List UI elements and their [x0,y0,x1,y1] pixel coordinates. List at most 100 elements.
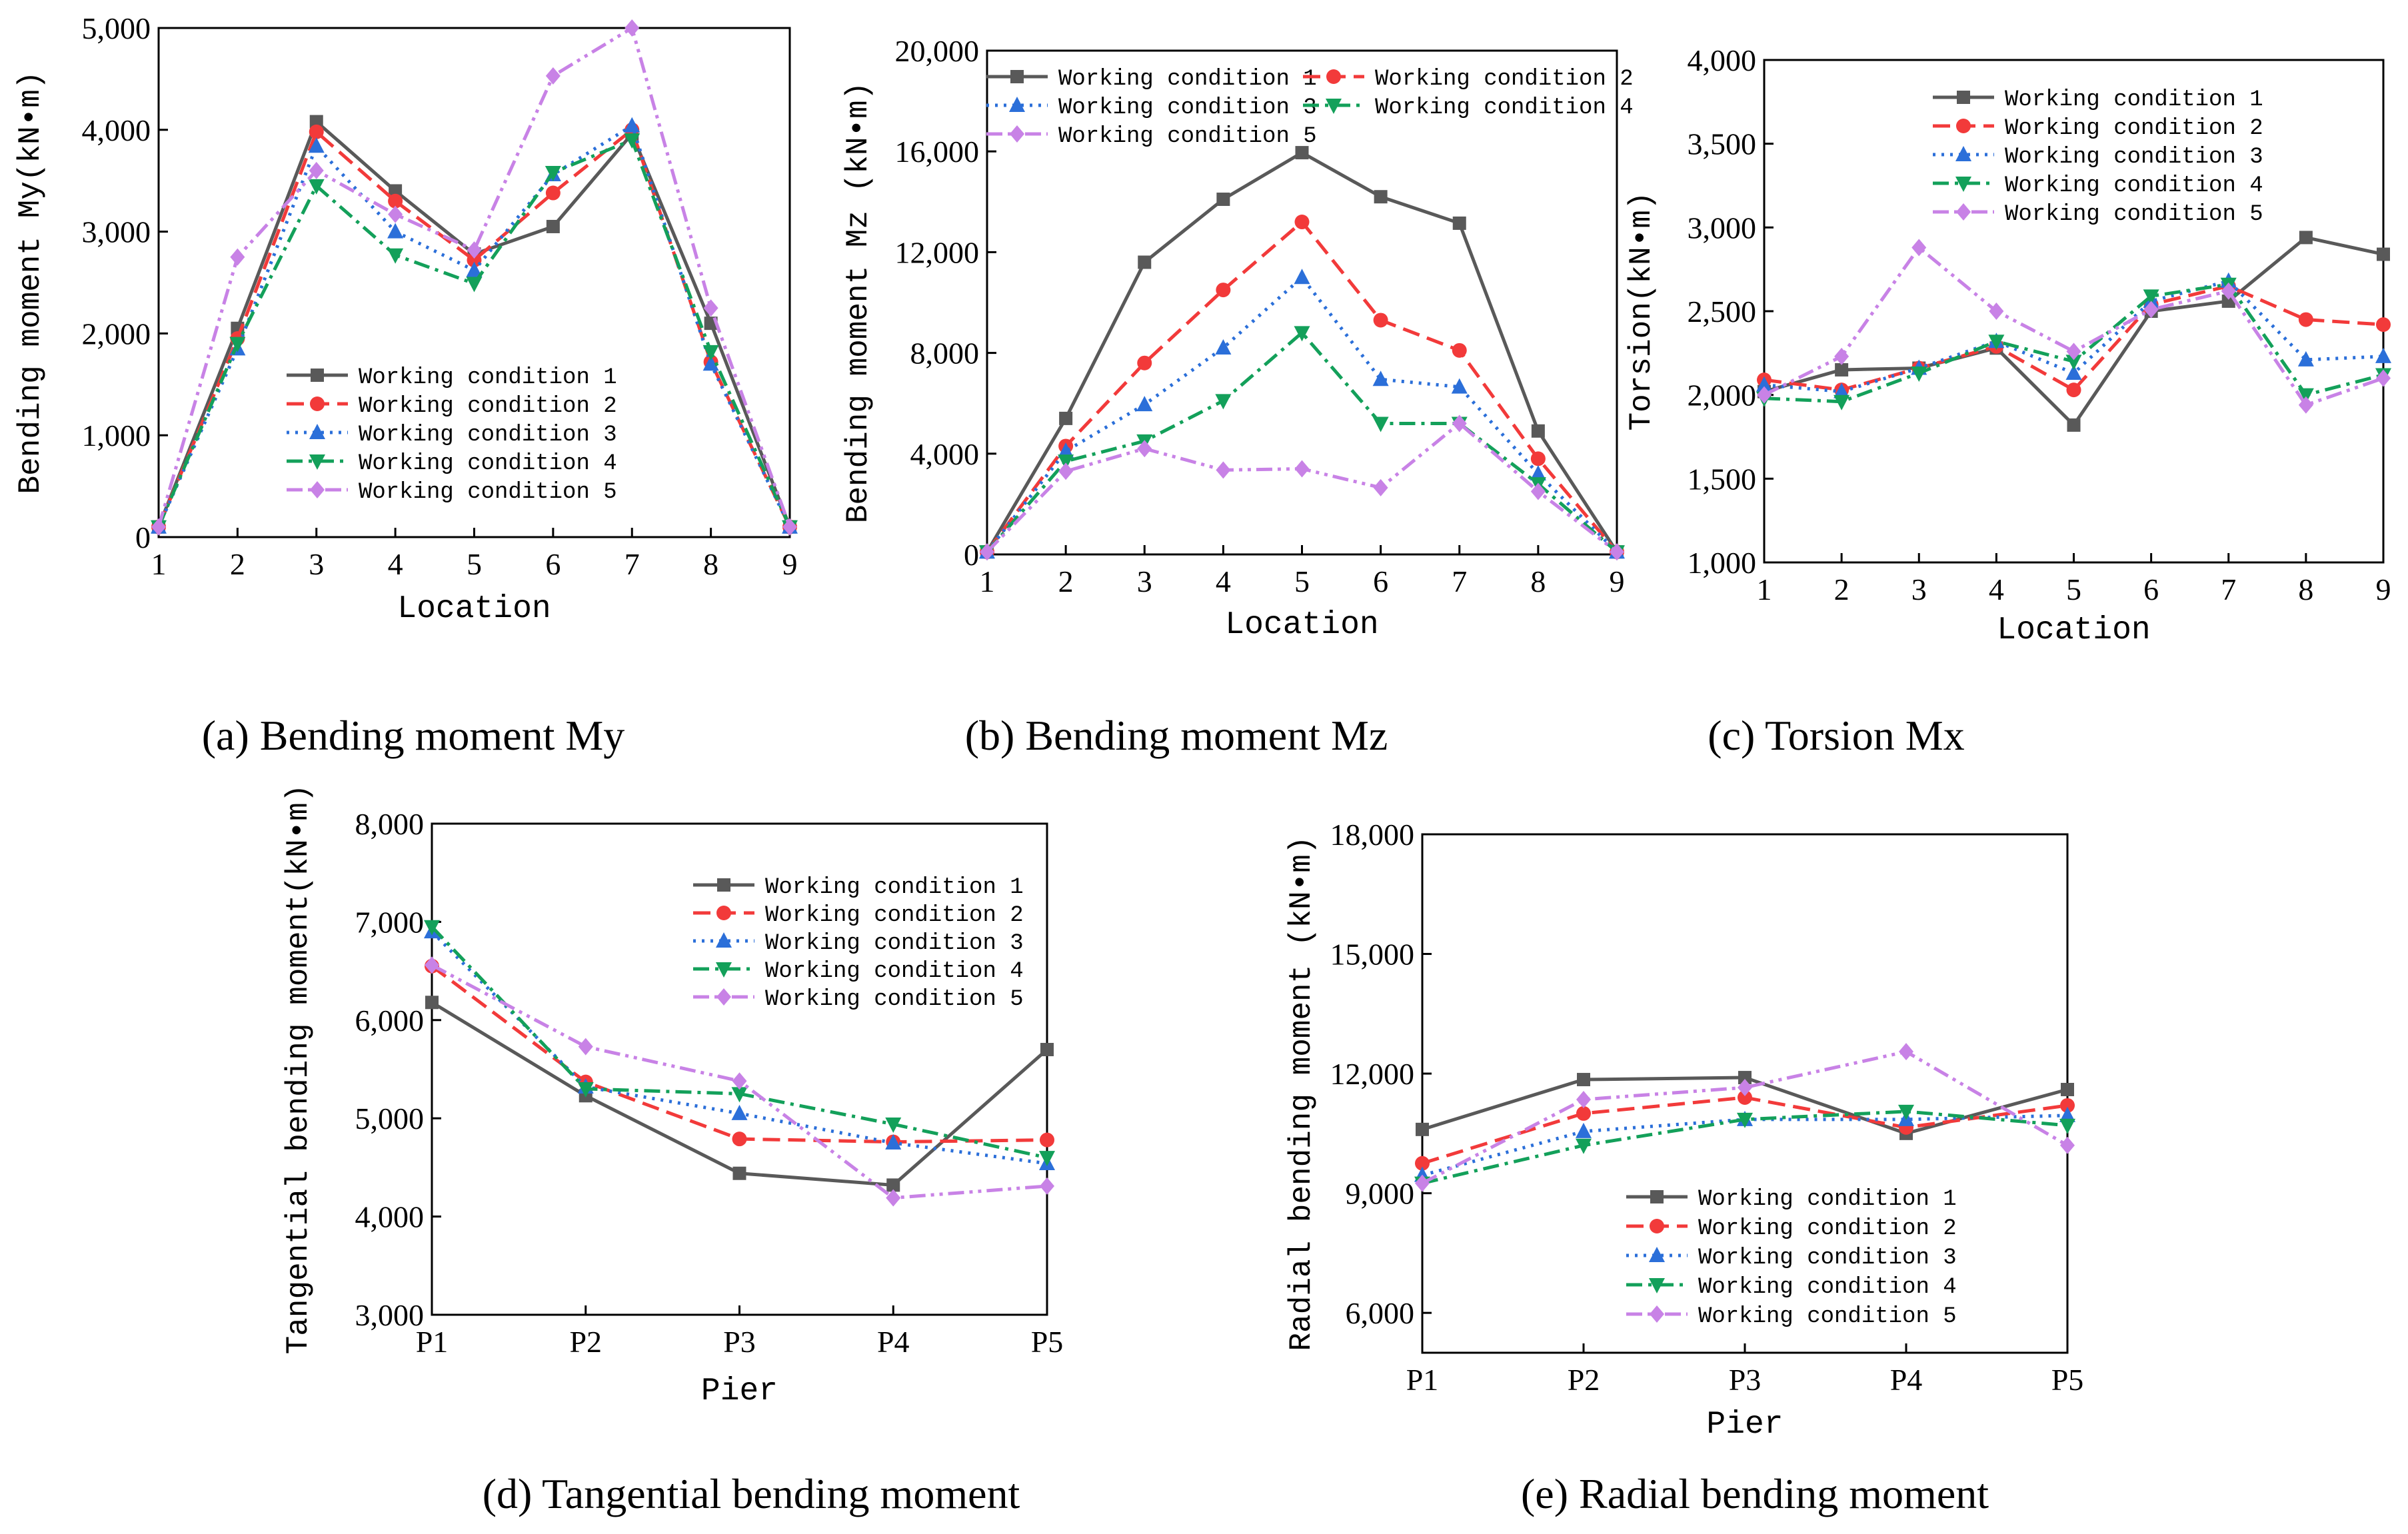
data-point [2298,312,2313,327]
data-point [2065,355,2082,371]
chart-d: 3,000 4,000 5,000 6,000 7,000 8,000 P1 P2 P3 P4 P5… [281,784,1063,1517]
x-axis-label: Location [1997,612,2150,648]
x-tick-label: P4 [877,1325,910,1359]
legend-marker [309,424,325,439]
legend-label: Working condition 5 [2005,202,2263,227]
data-point [1531,424,1545,438]
legend-marker [1649,1278,1665,1293]
legend-label: Working condition 2 [1698,1216,1957,1241]
data-point [388,193,403,209]
data-point [702,355,719,371]
data-point [1216,461,1231,479]
legend: Working condition 1 Working condition 2 Wo… [1626,1187,1957,1329]
y-tick-label: 20,000 [895,34,980,68]
series-5 [151,19,797,536]
legend-label: Working condition 4 [2005,173,2263,199]
y-tick-label: 3,000 [1688,211,1757,245]
data-point [1530,482,1546,500]
data-point [1756,376,1772,392]
legend-marker [716,962,732,978]
x-tick-label: 4 [1216,564,1231,598]
y-tick-label: 0 [964,538,979,572]
data-point [1610,543,1624,561]
legend-marker [1326,69,1341,84]
data-point [1058,454,1074,470]
data-point [1452,414,1467,432]
legend-label: Working condition 3 [1698,1245,1957,1271]
data-point [2059,1118,2075,1134]
panel-caption: (e) Radial bending moment [1521,1470,1989,1517]
data-point [1757,386,1772,404]
data-point [1138,255,1152,269]
legend: Working condition 1 Working condition 2 Wo… [986,67,1634,149]
legend-marker [1955,146,1971,161]
legend-label: Working condition 5 [1058,124,1317,149]
data-point [624,117,640,133]
data-point [2065,364,2082,380]
data-point [702,345,719,361]
y-tick-label: 1,000 [1688,546,1757,580]
x-tick-label: 9 [2376,572,2391,606]
data-point [466,277,483,293]
legend-marker [1650,1305,1664,1323]
data-point [1295,146,1309,160]
x-tick-label: 1 [980,564,995,598]
x-tick-label: P4 [1890,1363,1923,1397]
data-point [1216,193,1230,207]
legend-label: Working condition 2 [765,903,1024,928]
data-point [1137,440,1152,458]
legend-label: Working condition 5 [765,987,1024,1012]
legend-label: Working condition 4 [359,451,617,476]
x-tick-label: 5 [467,547,482,581]
data-point [1058,462,1074,480]
x-tick-label: P5 [1031,1325,1064,1359]
data-point [1911,366,1927,382]
data-point [1294,326,1310,342]
x-tick-label: 3 [1137,564,1152,598]
data-point [624,133,640,149]
legend-marker [1009,97,1025,112]
data-point [1738,1079,1752,1097]
data-point [1059,411,1073,425]
x-tick-label: 2 [1058,564,1074,598]
panel-caption: (d) Tangential bending moment [483,1470,1020,1517]
data-point [1577,1073,1590,1087]
legend-marker [1956,203,1971,221]
data-point [545,67,561,85]
data-point [2299,231,2313,245]
x-axis-label: Location [397,591,551,627]
data-point [732,1132,747,1147]
x-axis-label: Pier [701,1373,778,1409]
y-tick-label: 5,000 [355,1102,425,1136]
legend-marker [1010,70,1024,83]
data-point [1989,303,2004,320]
data-point [1215,394,1232,410]
data-point [151,518,166,536]
y-axis-label: Bending moment My(kN•m) [13,71,48,494]
legend-marker [717,878,730,892]
legend-marker [311,369,324,382]
y-tick-label: 8,000 [910,337,980,371]
series-line [1421,1050,2069,1185]
legend-label: Working condition 4 [765,959,1024,984]
data-point [1137,355,1152,371]
data-point [1415,1174,1430,1192]
data-point [1898,1104,1914,1120]
data-point [1576,1106,1591,1121]
data-point [388,205,403,223]
series-5 [1757,239,2391,414]
data-point [732,1072,747,1090]
data-point [1738,1090,1752,1105]
legend-label: Working condition 2 [1375,67,1634,92]
x-tick-label: 6 [545,547,561,581]
data-point [2297,351,2314,367]
data-point [1416,1122,1429,1136]
series-line [157,26,792,528]
series-line [986,421,1618,554]
data-point [2143,289,2159,305]
legend-marker [1650,1219,1664,1233]
legend: Working condition 1 Working condition 2 Wo… [1933,87,2263,227]
data-point [466,261,483,277]
y-tick-label: 2,000 [1688,379,1757,412]
data-point [1374,190,1388,204]
